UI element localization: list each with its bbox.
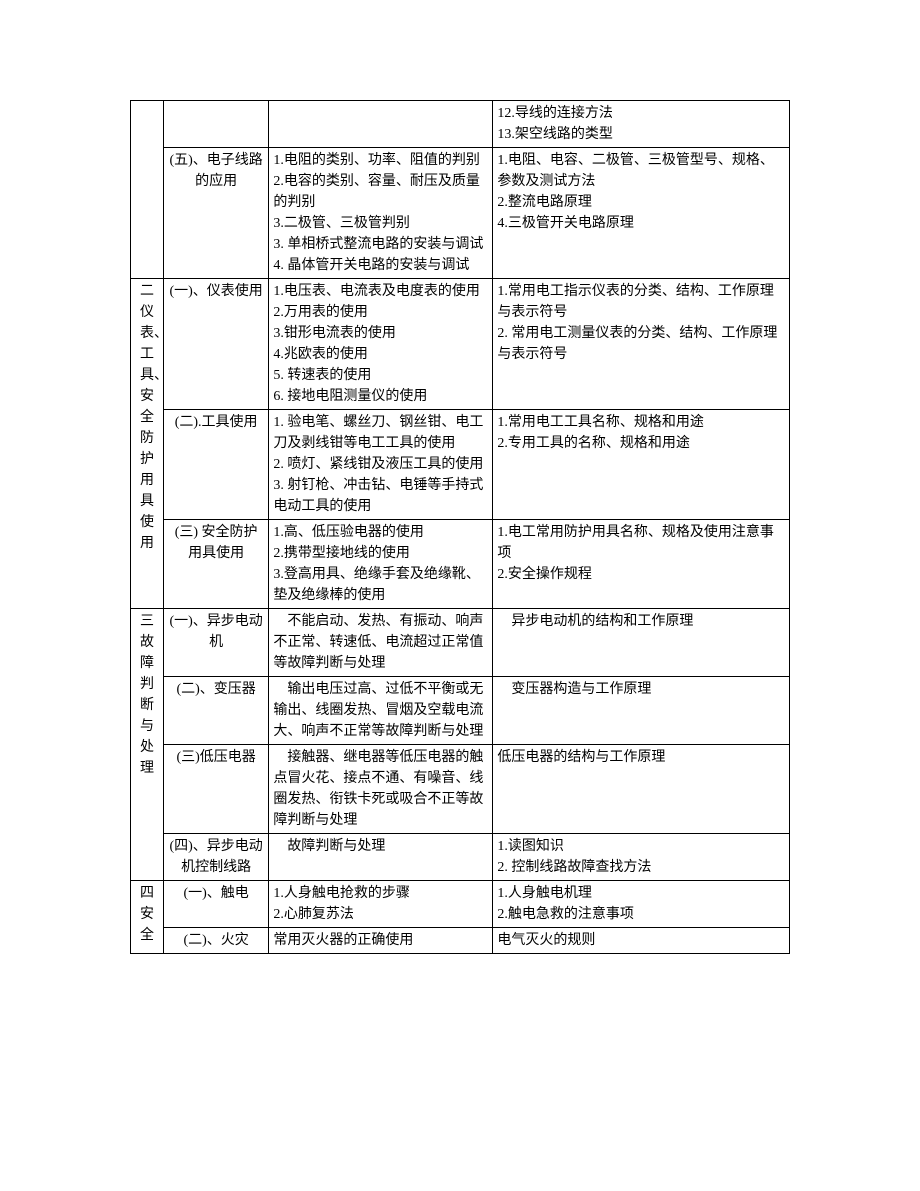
cell-knowledge: 1.电阻、电容、二极管、三极管型号、规格、参数及测试方法2.整流电路原理4.三极… (493, 148, 790, 279)
cell-knowledge: 12.导线的连接方法13.架空线路的类型 (493, 101, 790, 148)
cell-skill: 1.人身触电抢救的步骤2.心肺复苏法 (269, 881, 493, 928)
table-row: 12.导线的连接方法13.架空线路的类型 (131, 101, 790, 148)
cell-skill: 输出电压过高、过低不平衡或无输出、线圈发热、冒烟及空载电流大、响声不正常等故障判… (269, 677, 493, 745)
table-row: 四安全 (一)、触电 1.人身触电抢救的步骤2.心肺复苏法 1.人身触电机理2.… (131, 881, 790, 928)
cell-sub: (一)、异步电动机 (163, 609, 268, 677)
cell-sub: (二).工具使用 (163, 410, 268, 520)
table-body: 12.导线的连接方法13.架空线路的类型 (五)、电子线路的应用 1.电阻的类别… (131, 101, 790, 954)
cell-skill: 常用灭火器的正确使用 (269, 928, 493, 954)
table-row: (三)低压电器 接触器、继电器等低压电器的触点冒火花、接点不通、有噪音、线圈发热… (131, 745, 790, 834)
cell-knowledge: 1.常用电工指示仪表的分类、结构、工作原理与表示符号2. 常用电工测量仪表的分类… (493, 279, 790, 410)
cell-knowledge: 1.读图知识2. 控制线路故障查找方法 (493, 834, 790, 881)
table-row: (四)、异步电动机控制线路 故障判断与处理 1.读图知识2. 控制线路故障查找方… (131, 834, 790, 881)
cell-knowledge: 1.常用电工工具名称、规格和用途2.专用工具的名称、规格和用途 (493, 410, 790, 520)
cell-skill: 故障判断与处理 (269, 834, 493, 881)
table-row: (二)、变压器 输出电压过高、过低不平衡或无输出、线圈发热、冒烟及空载电流大、响… (131, 677, 790, 745)
cell-skill: 1.电压表、电流表及电度表的使用2.万用表的使用3.钳形电流表的使用4.兆欧表的… (269, 279, 493, 410)
cell-knowledge: 电气灭火的规则 (493, 928, 790, 954)
cell-skill: 1. 验电笔、螺丝刀、钢丝钳、电工刀及剥线钳等电工工具的使用2. 喷灯、紧线钳及… (269, 410, 493, 520)
cell-sub: (三)低压电器 (163, 745, 268, 834)
table-row: 三故障判断与处理 (一)、异步电动机 不能启动、发热、有振动、响声不正常、转速低… (131, 609, 790, 677)
content-table: 12.导线的连接方法13.架空线路的类型 (五)、电子线路的应用 1.电阻的类别… (130, 100, 790, 954)
cell-knowledge: 低压电器的结构与工作原理 (493, 745, 790, 834)
cell-skill: 不能启动、发热、有振动、响声不正常、转速低、电流超过正常值等故障判断与处理 (269, 609, 493, 677)
table-row: (二)、火灾 常用灭火器的正确使用 电气灭火的规则 (131, 928, 790, 954)
cell-knowledge: 1.电工常用防护用具名称、规格及使用注意事项2.安全操作规程 (493, 520, 790, 609)
cell-sub: (一)、仪表使用 (163, 279, 268, 410)
cell-knowledge: 异步电动机的结构和工作原理 (493, 609, 790, 677)
cell-sub: (五)、电子线路的应用 (163, 148, 268, 279)
cell-skill: 接触器、继电器等低压电器的触点冒火花、接点不通、有噪音、线圈发热、衔铁卡死或吸合… (269, 745, 493, 834)
cell-skill: 1.电阻的类别、功率、阻值的判别2.电容的类别、容量、耐压及质量的判别3.二极管… (269, 148, 493, 279)
table-row: 二仪表、工具、安全防护用具使用 (一)、仪表使用 1.电压表、电流表及电度表的使… (131, 279, 790, 410)
cell-sub (163, 101, 268, 148)
cell-sub: (四)、异步电动机控制线路 (163, 834, 268, 881)
cell-category: 四安全 (131, 881, 164, 954)
cell-sub: (二)、变压器 (163, 677, 268, 745)
table-row: (五)、电子线路的应用 1.电阻的类别、功率、阻值的判别2.电容的类别、容量、耐… (131, 148, 790, 279)
cell-sub: (一)、触电 (163, 881, 268, 928)
cell-sub: (二)、火灾 (163, 928, 268, 954)
cell-sub: (三) 安全防护用具使用 (163, 520, 268, 609)
cell-knowledge: 变压器构造与工作原理 (493, 677, 790, 745)
table-row: (三) 安全防护用具使用 1.高、低压验电器的使用2.携带型接地线的使用3.登高… (131, 520, 790, 609)
cell-skill: 1.高、低压验电器的使用2.携带型接地线的使用3.登高用具、绝缘手套及绝缘靴、垫… (269, 520, 493, 609)
cell-category (131, 101, 164, 279)
cell-category: 三故障判断与处理 (131, 609, 164, 881)
cell-category: 二仪表、工具、安全防护用具使用 (131, 279, 164, 609)
cell-knowledge: 1.人身触电机理2.触电急救的注意事项 (493, 881, 790, 928)
cell-skill (269, 101, 493, 148)
table-row: (二).工具使用 1. 验电笔、螺丝刀、钢丝钳、电工刀及剥线钳等电工工具的使用2… (131, 410, 790, 520)
